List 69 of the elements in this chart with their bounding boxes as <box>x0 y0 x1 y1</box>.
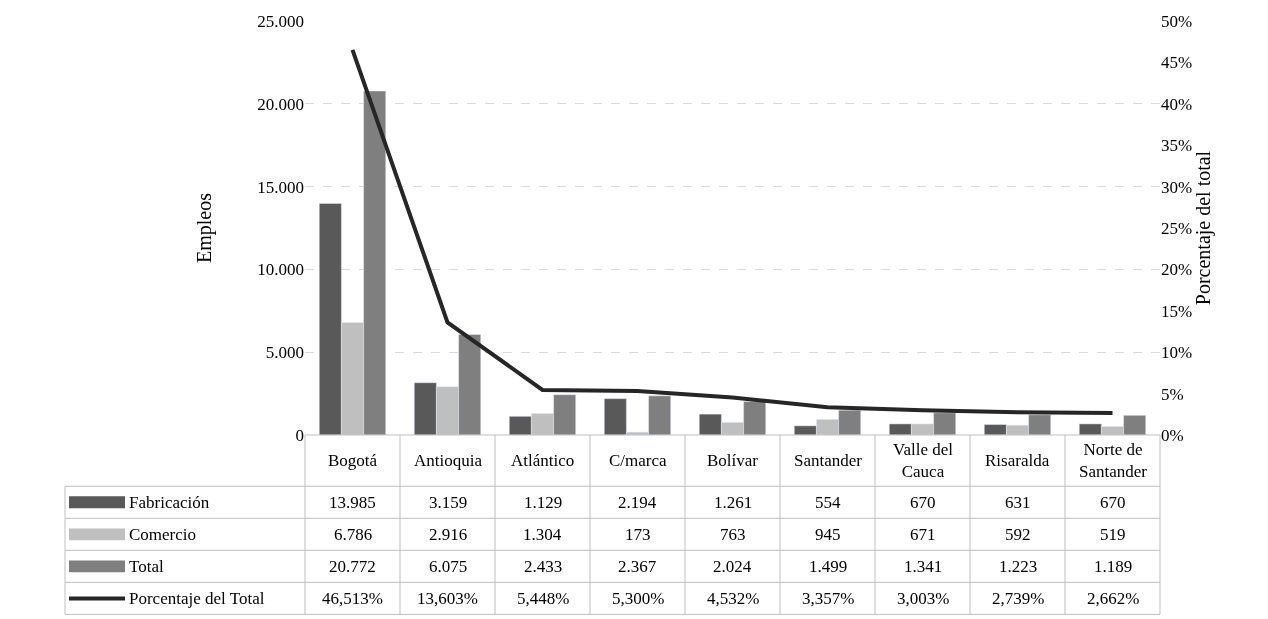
data-label: 2,739% <box>992 589 1045 608</box>
data-label: 670 <box>1100 493 1126 512</box>
legend-label: Fabricación <box>129 493 210 512</box>
data-label: 763 <box>720 525 746 544</box>
data-label: 20.772 <box>329 557 376 576</box>
data-label: 2.916 <box>429 525 468 544</box>
y2-tick-label: 5% <box>1161 384 1184 404</box>
y2-tick-label: 25% <box>1161 218 1193 238</box>
line-series <box>350 47 1115 415</box>
data-label: 592 <box>1005 525 1031 544</box>
data-label: 1.499 <box>809 557 848 576</box>
data-label: 2,662% <box>1087 589 1140 608</box>
data-label: 3.159 <box>429 493 468 512</box>
y2-tick-label: 30% <box>1161 177 1193 197</box>
x-tick-label: Bogotá <box>328 451 378 470</box>
y2-tick-label: 35% <box>1161 136 1193 156</box>
data-label: 1.189 <box>1094 557 1133 576</box>
y2-tick-label: 20% <box>1161 260 1193 280</box>
x-tick-label: Santander <box>794 451 863 470</box>
data-label: 4,532% <box>707 589 760 608</box>
data-label: 2.194 <box>618 493 657 512</box>
x-tick-label: Valle del Cauca <box>893 440 954 482</box>
x-tick-label: Atlántico <box>511 451 575 470</box>
data-label: 631 <box>1005 493 1031 512</box>
data-label: 5,300% <box>612 589 665 608</box>
data-label: 173 <box>625 525 651 544</box>
y-tick-label: 15.000 <box>257 177 304 197</box>
data-label: 1.304 <box>523 525 562 544</box>
data-label: 1.223 <box>999 557 1038 576</box>
data-label: 670 <box>910 493 936 512</box>
data-label: 46,513% <box>322 589 383 608</box>
y-tick-label: 0 <box>295 425 304 445</box>
data-label: 2.024 <box>713 557 752 576</box>
data-label: 519 <box>1100 525 1126 544</box>
y-tick-label: 25.000 <box>257 11 304 31</box>
y-tick-label: 20.000 <box>257 94 304 114</box>
y2-tick-label: 15% <box>1161 301 1193 321</box>
x-tick-label: Antioquia <box>414 451 483 470</box>
data-label: 5,448% <box>517 589 570 608</box>
data-label: 1.261 <box>714 493 753 512</box>
legend-label: Comercio <box>129 525 197 544</box>
data-label: 2.367 <box>618 557 657 576</box>
legend-label: Porcentaje del Total <box>129 589 265 608</box>
data-label: 554 <box>815 493 841 512</box>
y2-tick-label: 45% <box>1161 53 1193 73</box>
data-label: 945 <box>815 525 841 544</box>
y-axis-title: Empleos <box>192 192 216 263</box>
data-label: 3,003% <box>897 589 950 608</box>
y2-tick-label: 10% <box>1161 343 1193 363</box>
y2-tick-label: 50% <box>1161 11 1193 31</box>
x-tick-label: Bolívar <box>707 451 759 470</box>
data-label: 6.075 <box>429 557 468 576</box>
data-label: 13,603% <box>417 589 478 608</box>
data-label: 1.341 <box>904 557 943 576</box>
data-label: 671 <box>910 525 936 544</box>
data-label: 1.129 <box>524 493 563 512</box>
legend-label: Total <box>129 557 164 576</box>
y2-tick-label: 0% <box>1161 425 1184 445</box>
y2-axis-title: Porcentaje del total <box>1192 150 1216 306</box>
y-tick-label: 5.000 <box>265 343 304 363</box>
data-label: 13.985 <box>329 493 376 512</box>
x-tick-label: Risaralda <box>985 451 1050 470</box>
y-tick-label: 10.000 <box>257 260 304 280</box>
data-label: 3,357% <box>802 589 855 608</box>
x-tick-label: Norte de Santander <box>1079 440 1148 482</box>
data-label: 2.433 <box>524 557 563 576</box>
data-label: 6.786 <box>334 525 373 544</box>
y2-tick-label: 40% <box>1161 94 1193 114</box>
x-tick-label: C/marca <box>609 451 668 470</box>
